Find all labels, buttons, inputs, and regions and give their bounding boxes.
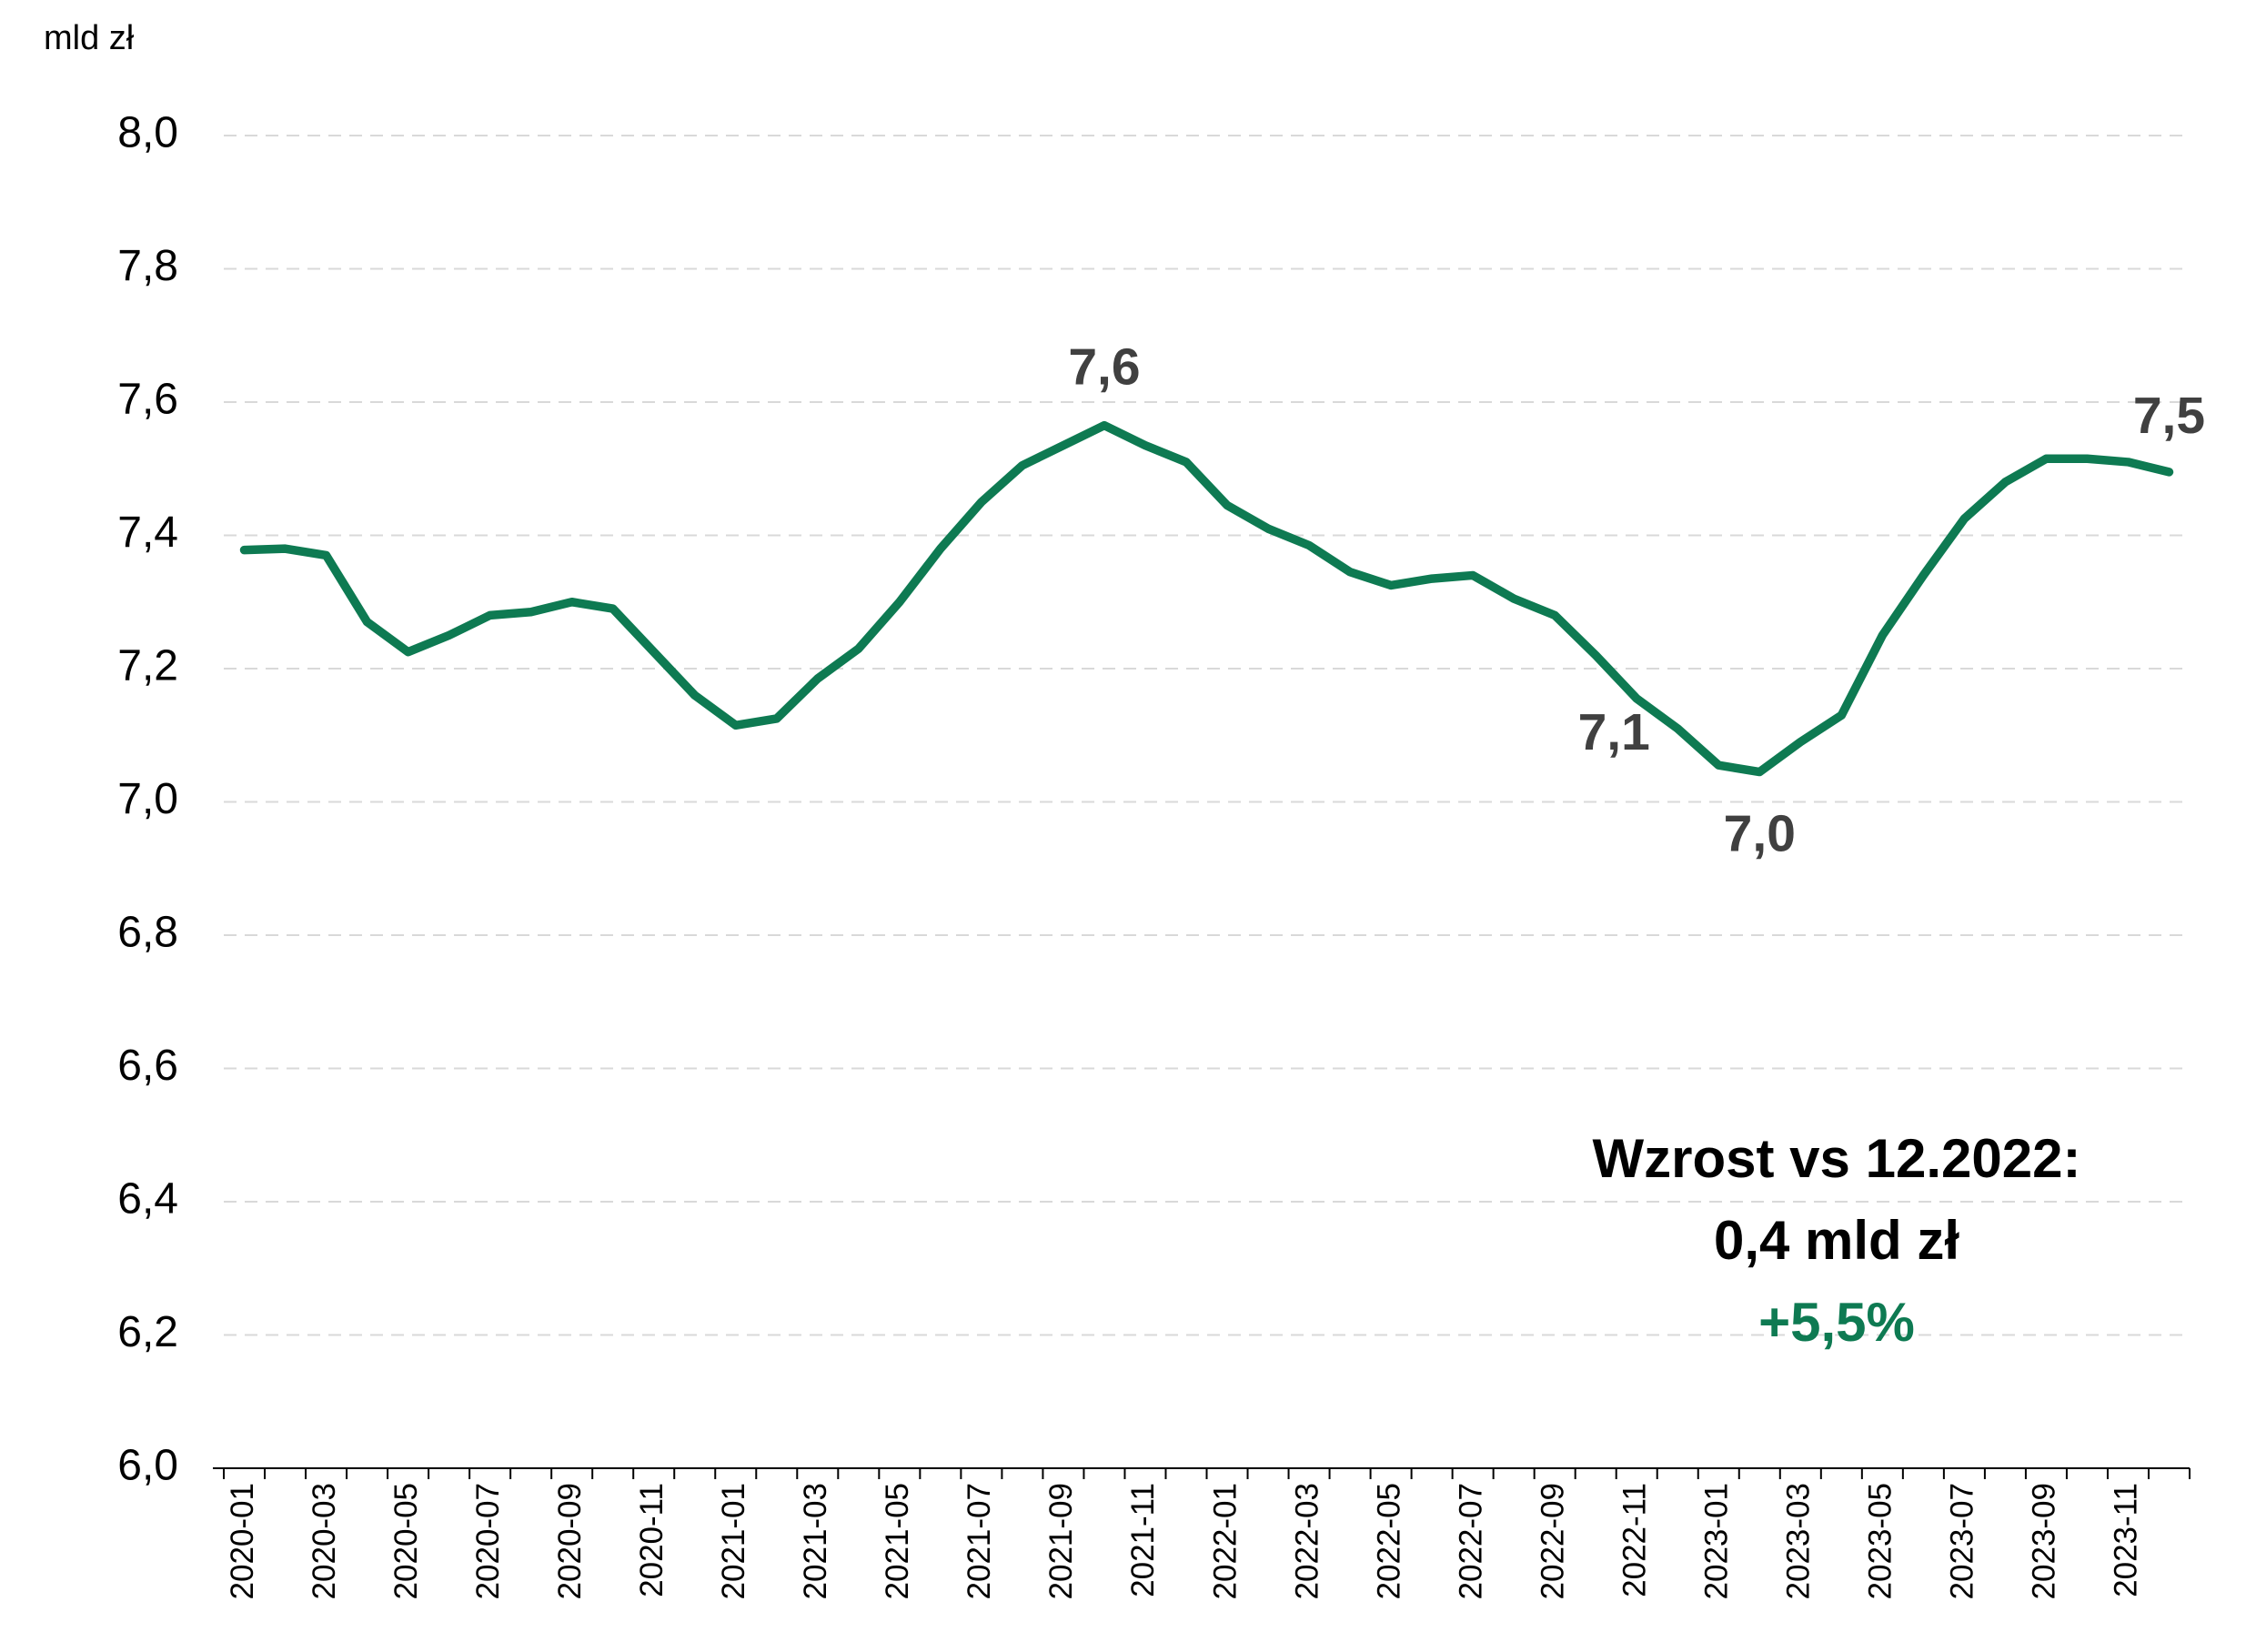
y-tick-label: 6,8 xyxy=(117,909,178,957)
x-tick-label: 2021-03 xyxy=(798,1483,833,1599)
y-tick-label: 7,8 xyxy=(117,242,178,290)
annotation: Wzrost vs 12.2022: xyxy=(1593,1128,2081,1189)
y-tick-label: 7,0 xyxy=(117,775,178,823)
annotation: 0,4 mld zł xyxy=(1714,1210,1959,1271)
y-tick-label: 6,0 xyxy=(117,1442,178,1490)
x-tick-label: 2020-07 xyxy=(470,1483,506,1599)
annotation: +5,5% xyxy=(1758,1292,1915,1353)
y-tick-label: 7,6 xyxy=(117,376,178,424)
y-tick-label: 7,4 xyxy=(117,509,178,557)
x-tick-label: 2023-05 xyxy=(1863,1483,1899,1599)
x-tick-label: 2020-09 xyxy=(552,1483,588,1599)
data-label: 7,6 xyxy=(1068,338,1140,397)
y-tick-label: 8,0 xyxy=(117,109,178,157)
x-tick-label: 2020-11 xyxy=(634,1483,670,1597)
y-tick-label: 7,2 xyxy=(117,642,178,690)
x-tick-label: 2021-05 xyxy=(880,1483,915,1599)
x-tick-label: 2023-01 xyxy=(1699,1483,1735,1599)
x-tick-label: 2021-11 xyxy=(1125,1483,1161,1597)
y-tick-label: 6,6 xyxy=(117,1042,178,1090)
y-tick-label: 6,2 xyxy=(117,1308,178,1356)
y-tick-label: 6,4 xyxy=(117,1175,178,1224)
x-tick-label: 2023-03 xyxy=(1781,1483,1817,1599)
line-series xyxy=(239,420,2174,777)
x-tick-label: 2023-07 xyxy=(1945,1483,1980,1599)
x-tick-label: 2020-01 xyxy=(225,1483,260,1599)
x-tick-label: 2022-05 xyxy=(1371,1483,1406,1599)
x-tick-label: 2020-03 xyxy=(307,1483,342,1599)
x-tick-label: 2022-03 xyxy=(1289,1483,1324,1599)
x-tick-label: 2022-01 xyxy=(1207,1483,1243,1599)
data-label: 7,0 xyxy=(1724,805,1796,863)
x-tick-label: 2023-11 xyxy=(2109,1483,2144,1597)
x-tick-label: 2021-09 xyxy=(1043,1483,1079,1599)
data-label: 7,1 xyxy=(1578,703,1650,761)
y-axis-label: mld zł xyxy=(44,19,135,57)
x-tick-label: 2022-11 xyxy=(1617,1483,1652,1597)
x-tick-label: 2023-09 xyxy=(2027,1483,2062,1599)
x-tick-label: 2021-07 xyxy=(962,1483,997,1599)
x-tick-label: 2022-09 xyxy=(1535,1483,1570,1599)
x-tick-label: 2022-07 xyxy=(1453,1483,1488,1599)
data-label: 7,5 xyxy=(2133,387,2205,445)
x-tick-label: 2020-05 xyxy=(388,1483,424,1599)
x-tick-label: 2021-01 xyxy=(716,1483,751,1599)
